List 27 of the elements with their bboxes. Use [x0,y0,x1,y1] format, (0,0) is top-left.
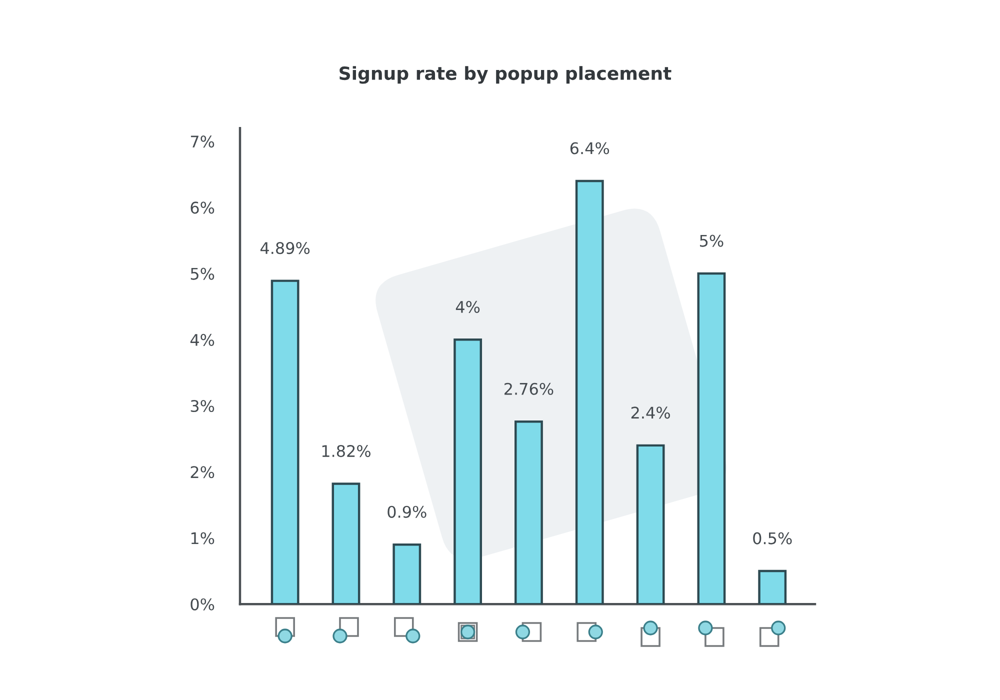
chart-title: Signup rate by popup placement [340,66,672,84]
y-tick-label: 7% [190,136,214,148]
y-tick-label: 6% [190,202,214,214]
data-label: 6.4% [570,142,610,154]
bar [332,482,360,604]
bar [758,570,787,604]
data-label: 4% [456,300,480,313]
data-label: 1.82% [322,444,370,458]
bar [575,180,604,604]
y-tick-label: 5% [190,268,214,280]
y-tick-label: 2% [190,466,214,478]
y-tick-label: 1% [191,532,214,544]
data-label: 2.4% [631,406,670,419]
y-tick-label: 4% [190,334,214,346]
y-tick-label: 3% [190,400,214,412]
bar [636,444,665,604]
y-tick-label: 0% [190,598,214,610]
data-label: 4.89% [260,242,310,254]
data-label: 5% [700,234,724,247]
data-label: 0.9% [388,506,426,518]
bar [392,543,422,604]
data-label: 2.76% [504,382,554,395]
data-label: 0.5% [753,532,792,544]
bar [514,420,543,604]
bar [697,272,726,604]
bar [270,280,300,604]
bar [454,338,482,604]
